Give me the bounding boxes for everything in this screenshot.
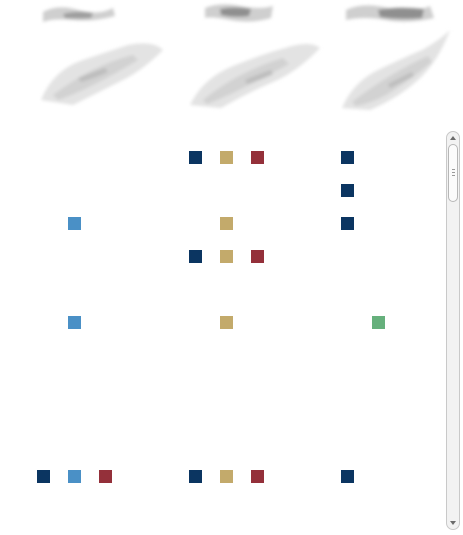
vertical-scrollbar[interactable] — [446, 131, 460, 530]
legend-swatch-navy — [189, 470, 202, 483]
scroll-thumb-grip-icon — [452, 175, 455, 176]
legend-swatch-red — [251, 151, 264, 164]
legend-swatch-tan — [220, 217, 233, 230]
legend-swatch-blue — [68, 316, 81, 329]
legend-swatch-navy — [341, 470, 354, 483]
scroll-thumb-grip-icon — [452, 172, 455, 173]
blurred-map-thumbnail-icon — [190, 4, 320, 108]
scroll-up-arrow-icon[interactable] — [450, 136, 456, 140]
legend-swatch-navy — [341, 184, 354, 197]
column-header-3 — [338, 0, 463, 120]
legend-swatch-tan — [220, 470, 233, 483]
legend-swatch-navy — [341, 151, 354, 164]
legend-swatch-red — [251, 470, 264, 483]
scroll-down-arrow-icon[interactable] — [450, 521, 456, 525]
blurred-map-thumbnail-icon — [41, 7, 163, 105]
legend-swatch-navy — [189, 250, 202, 263]
column-header-1 — [33, 0, 173, 120]
scroll-thumb-grip-icon — [452, 169, 455, 170]
legend-swatch-blue — [68, 217, 81, 230]
blurred-map-thumbnail-icon — [342, 5, 450, 110]
legend-swatch-red — [251, 250, 264, 263]
legend-swatch-green — [372, 316, 385, 329]
legend-swatch-navy — [189, 151, 202, 164]
legend-swatch-tan — [220, 250, 233, 263]
legend-swatch-tan — [220, 316, 233, 329]
legend-swatch-tan — [220, 151, 233, 164]
legend-swatch-red — [99, 470, 112, 483]
legend-swatch-navy — [37, 470, 50, 483]
scroll-thumb[interactable] — [448, 144, 458, 202]
column-header-2 — [185, 0, 325, 120]
legend-swatch-navy — [341, 217, 354, 230]
legend-swatch-blue — [68, 470, 81, 483]
